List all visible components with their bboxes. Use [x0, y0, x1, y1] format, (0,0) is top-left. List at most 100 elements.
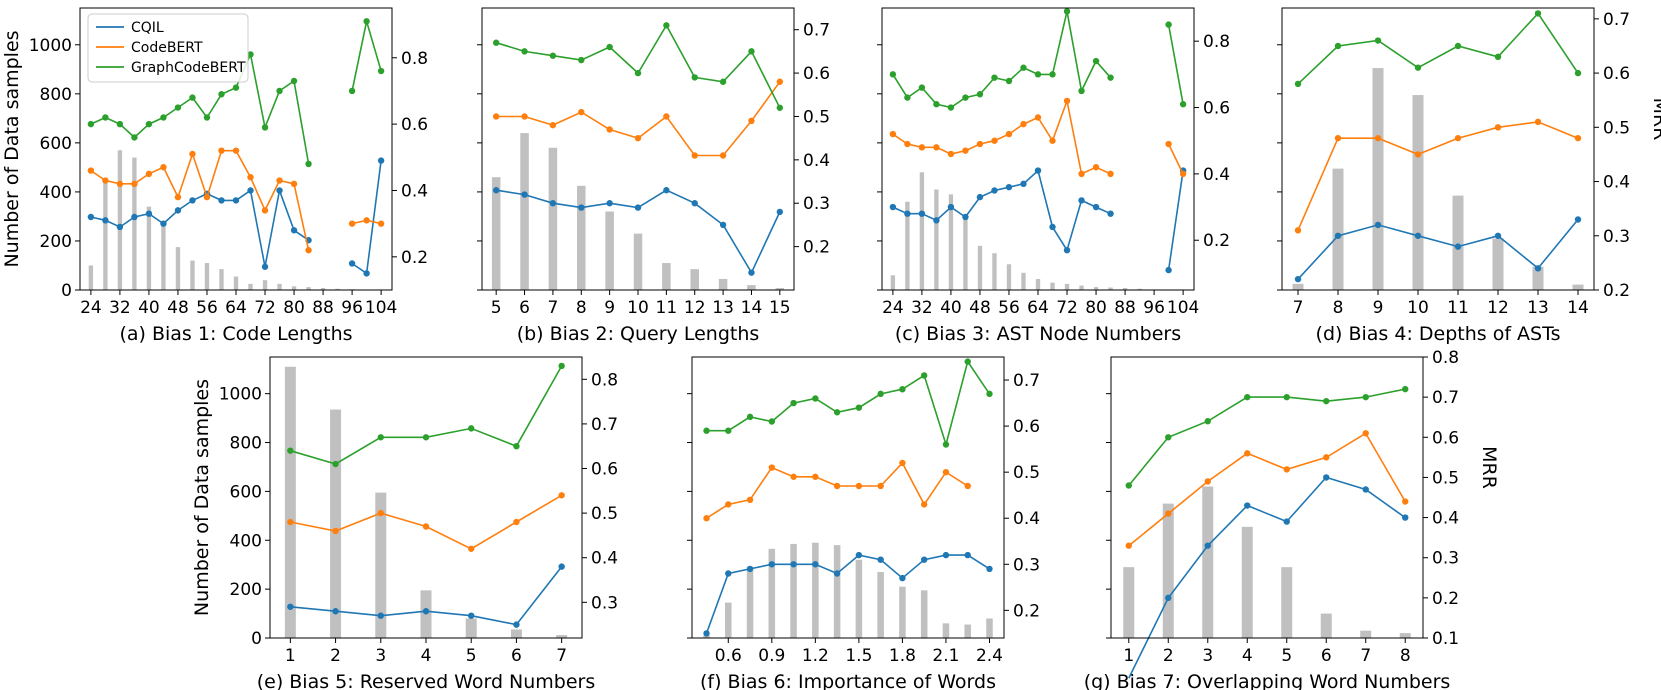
cqil-point — [232, 197, 240, 204]
sample-count-bar — [790, 543, 797, 638]
y-left-tick-label: 1000 — [29, 36, 72, 56]
cqil-point — [663, 187, 670, 194]
y-right-tick-label: 0.8 — [401, 49, 428, 69]
x-tick-label: 12 — [684, 298, 706, 318]
codebert-line — [1297, 121, 1579, 231]
graphcodebert-point — [1078, 87, 1085, 95]
cqil-point — [1494, 232, 1502, 239]
graphcodebert-point — [558, 362, 565, 370]
codebert-point — [1125, 542, 1132, 549]
y-right-tick-label: 0.6 — [591, 460, 618, 480]
sample-count-bar — [103, 179, 108, 290]
graphcodebert-point — [578, 56, 585, 64]
cqil-point — [160, 220, 167, 227]
codebert-point — [145, 170, 153, 178]
y-right-tick-label: 0.6 — [1603, 64, 1630, 84]
cqil-point — [962, 213, 969, 221]
cqil-point — [332, 608, 339, 615]
codebert-point — [348, 220, 356, 227]
graphcodebert-point — [305, 160, 312, 168]
graphcodebert-point — [776, 104, 784, 111]
sample-count-bar — [577, 185, 586, 290]
codebert-point — [768, 464, 776, 471]
sample-count-bar — [277, 283, 282, 290]
chart-c: 24 32 40 48 56 64 72 80 88 96 104 0.2 0.4 0.6 0.8 (c) B… — [877, 7, 1230, 345]
graphcodebert-point — [920, 372, 928, 379]
sample-count-bar — [1452, 195, 1464, 290]
graphcodebert-point — [1323, 397, 1330, 405]
cqil-point — [558, 563, 565, 570]
codebert-line — [706, 461, 969, 519]
cqil-point — [116, 223, 124, 231]
codebert-point — [746, 496, 754, 504]
cqil-point — [348, 260, 356, 267]
cqil-point — [877, 556, 884, 563]
cqil-point — [422, 608, 430, 615]
y-right-tick-label: 0.7 — [1432, 388, 1459, 408]
graphcodebert-point — [855, 404, 863, 411]
graphcodebert-point — [889, 71, 897, 78]
sample-count-bar — [964, 624, 971, 638]
graphcodebert-point — [1204, 418, 1211, 425]
chart-b: 5 6 7 8 9 10 11 12 13 14 15 0.2 0.3 0.4 0.5 0.6 0.7 (b) B… — [477, 7, 830, 345]
cqil-point — [189, 197, 196, 204]
x-tick-label: 32 — [109, 298, 131, 318]
graphcodebert-point — [276, 87, 283, 95]
x-tick-label: 7 — [547, 298, 558, 318]
y-right-tick-label: 0.4 — [1203, 165, 1230, 185]
codebert-point — [812, 473, 819, 480]
graphcodebert-point — [513, 443, 520, 450]
codebert-point — [1107, 170, 1114, 178]
chart-a: 24 32 40 48 56 64 72 80 88 96 104 0 200 400 600 800 1000… — [1, 7, 428, 345]
y-left-axis-label: Number of Data samples — [191, 379, 213, 616]
cqil-point — [1574, 216, 1582, 223]
y-right-tick-label: 0.6 — [401, 115, 428, 135]
cqil-point — [1334, 232, 1342, 239]
x-tick-label: 80 — [1085, 298, 1107, 318]
x-tick-label: 96 — [341, 298, 363, 318]
graphcodebert-point — [1165, 434, 1172, 441]
sample-count-bar — [746, 567, 754, 638]
graphcodebert-point — [1294, 80, 1302, 88]
cqil-point — [942, 551, 950, 559]
x-tick-label: 1.5 — [845, 646, 872, 666]
y-right-tick-label: 0.8 — [1432, 348, 1459, 368]
x-tick-label: 15 — [769, 298, 791, 318]
graphcodebert-point — [606, 43, 613, 51]
sample-count-bar — [146, 206, 152, 290]
codebert-point — [116, 180, 124, 188]
graphcodebert-point — [422, 434, 430, 441]
x-tick-label: 8 — [576, 298, 587, 318]
codebert-line — [892, 97, 1111, 176]
graphcodebert-point — [332, 460, 339, 468]
codebert-point — [377, 509, 384, 517]
y-right-tick-label: 0.2 — [1013, 601, 1040, 621]
sample-count-bar — [1492, 238, 1504, 290]
graphcodebert-point — [746, 413, 754, 421]
x-tick-label: 80 — [283, 298, 305, 318]
cqil-line — [351, 160, 382, 275]
graphcodebert-point — [1283, 393, 1290, 401]
subplot-title: (e) Bias 5: Reserved Word Numbers — [257, 671, 596, 690]
y-left-tick-label: 200 — [230, 580, 262, 600]
sample-count-bar — [1122, 288, 1128, 290]
graphcodebert-point — [1107, 74, 1114, 81]
codebert-point — [468, 545, 475, 552]
y-left-tick-label: 0 — [61, 281, 72, 301]
graphcodebert-line — [351, 21, 382, 92]
subplot-title: (d) Bias 4: Depths of ASTs — [1316, 323, 1561, 345]
x-tick-label: 64 — [1027, 298, 1049, 318]
graphcodebert-point — [377, 67, 385, 75]
x-tick-label: 1 — [1123, 646, 1134, 666]
x-tick-label: 56 — [998, 298, 1020, 318]
codebert-point — [1362, 430, 1369, 437]
subplot-title: (b) Bias 2: Query Lengths — [517, 323, 760, 345]
y-right-tick-label: 0.7 — [591, 415, 618, 435]
cqil-line — [1128, 476, 1406, 679]
y-right-tick-label: 0.3 — [803, 194, 830, 214]
codebert-point — [160, 164, 167, 171]
y-right-tick-label: 0.5 — [1013, 463, 1040, 483]
cqil-point — [174, 207, 182, 214]
sample-count-bar — [905, 201, 910, 290]
